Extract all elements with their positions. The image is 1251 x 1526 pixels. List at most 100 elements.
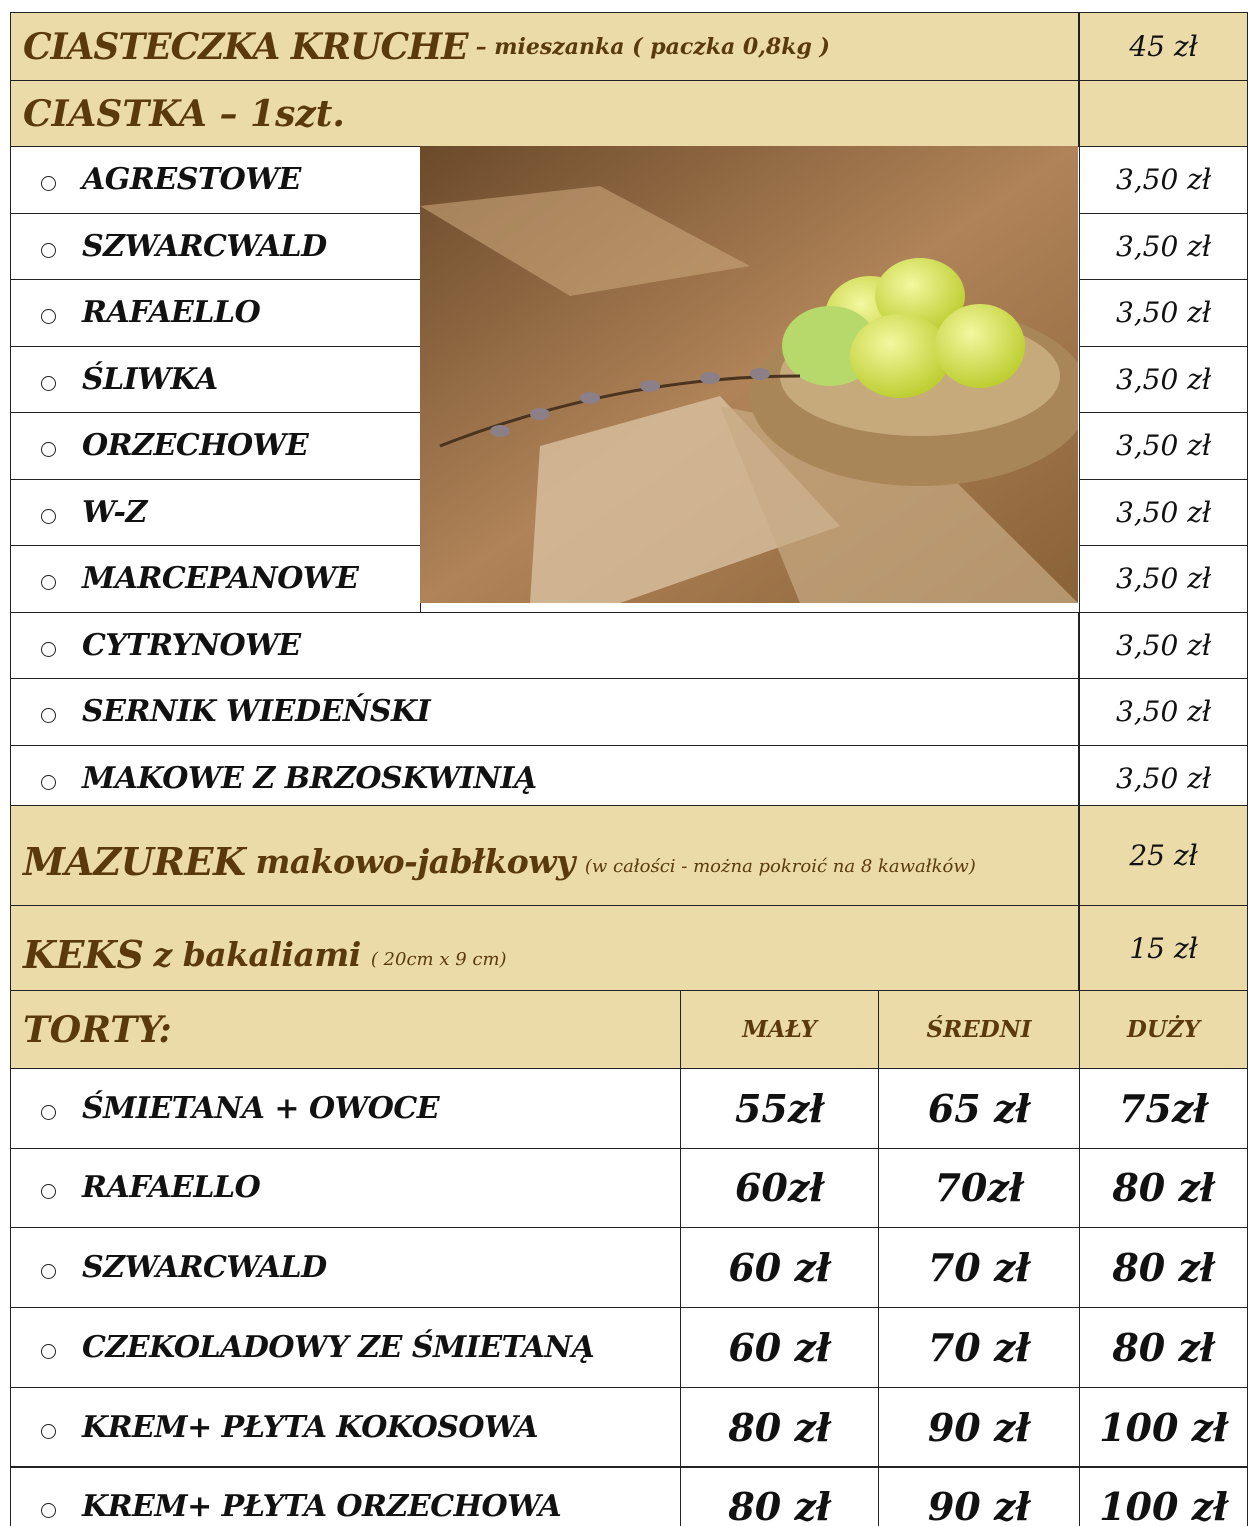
bullet xyxy=(41,642,56,657)
column-title: ŚREDNI xyxy=(927,1016,1032,1043)
price: 45 zł xyxy=(1129,30,1197,63)
price-cell: 3,50 zł xyxy=(1079,346,1248,414)
item-name: SZWARCWALD xyxy=(82,1250,327,1285)
item-name: ORZECHOWE xyxy=(82,428,308,463)
row: CIASTECZKA KRUCHE – mieszanka ( paczka 0,… xyxy=(10,12,1079,81)
price: 3,50 zł xyxy=(1116,163,1211,196)
item-name: ŚLIWKA xyxy=(82,362,218,397)
price: 80 zł xyxy=(1112,1325,1214,1370)
item-row: KREM+ PŁYTA ORZECHOWA xyxy=(10,1467,681,1526)
bullet xyxy=(41,1503,56,1518)
price-cell: 90 zł xyxy=(878,1387,1080,1468)
bullet xyxy=(41,376,56,391)
price-cell: 3,50 zł xyxy=(1079,545,1248,613)
price: 100 zł xyxy=(1099,1484,1228,1526)
price-cell: 3,50 zł xyxy=(1079,479,1248,547)
price: 75zł xyxy=(1119,1086,1208,1131)
price-cell: 70 zł xyxy=(878,1307,1080,1388)
price: 55zł xyxy=(735,1086,824,1131)
price: 3,50 zł xyxy=(1116,562,1211,595)
price-cell: 90 zł xyxy=(878,1467,1080,1526)
price-cell: 70 zł xyxy=(878,1227,1080,1308)
price-cell: 100 zł xyxy=(1079,1467,1248,1526)
price-cell: 100 zł xyxy=(1079,1387,1248,1468)
price-cell: 80 zł xyxy=(1079,1307,1248,1388)
subtitle: z bakaliami xyxy=(153,935,360,974)
column-header: DUŻY xyxy=(1079,990,1248,1069)
row: CIASTKA – 1szt. xyxy=(10,80,1079,147)
price-cell: 65 zł xyxy=(878,1068,1080,1149)
item-name: MARCEPANOWE xyxy=(82,561,358,596)
subtitle: makowo-jabłkowy xyxy=(256,842,575,881)
item-name: ŚMIETANA + OWOCE xyxy=(82,1091,439,1126)
item-name: SZWARCWALD xyxy=(82,229,327,264)
price: 15 zł xyxy=(1129,932,1197,965)
price-cell: 80 zł xyxy=(1079,1148,1248,1229)
item-row: W-Z xyxy=(10,479,421,547)
bullet xyxy=(41,309,56,324)
bullet xyxy=(41,775,56,790)
column-title: MAŁY xyxy=(742,1016,817,1043)
price: 90 zł xyxy=(928,1405,1030,1450)
bullet xyxy=(41,1184,56,1199)
price-cell: 45 zł xyxy=(1079,12,1248,81)
price-cell: 55zł xyxy=(680,1068,879,1149)
item-row: SERNIK WIEDEŃSKI xyxy=(10,678,1079,746)
item-name: CYTRYNOWE xyxy=(82,628,301,663)
price-cell: 70zł xyxy=(878,1148,1080,1229)
item-row: MARCEPANOWE xyxy=(10,545,421,613)
item-row: CZEKOLADOWY ZE ŚMIETANĄ xyxy=(10,1307,681,1388)
price: 3,50 zł xyxy=(1116,296,1211,329)
price-cell: 3,50 zł xyxy=(1079,612,1248,680)
bullet xyxy=(41,442,56,457)
price: 3,50 zł xyxy=(1116,629,1211,662)
row: TORTY: xyxy=(10,990,681,1069)
price-list: CIASTECZKA KRUCHE – mieszanka ( paczka 0,… xyxy=(0,0,1251,1526)
price-cell: 3,50 zł xyxy=(1079,412,1248,480)
item-row: CYTRYNOWE xyxy=(10,612,1079,680)
bullet xyxy=(41,509,56,524)
column-header: MAŁY xyxy=(680,990,879,1069)
price: 3,50 zł xyxy=(1116,429,1211,462)
bullet xyxy=(41,1344,56,1359)
item-row: AGRESTOWE xyxy=(10,146,421,214)
price: 80 zł xyxy=(1112,1165,1214,1210)
bullet xyxy=(41,708,56,723)
price-cell: 3,50 zł xyxy=(1079,146,1248,214)
empty-cell xyxy=(1079,80,1248,147)
title: MAZUREK xyxy=(23,839,246,884)
column-header: ŚREDNI xyxy=(878,990,1080,1069)
price: 70zł xyxy=(934,1165,1023,1210)
item-name: RAFAELLO xyxy=(82,1170,260,1205)
price: 60 zł xyxy=(728,1325,830,1370)
price: 60 zł xyxy=(728,1245,830,1290)
item-name: KREM+ PŁYTA KOKOSOWA xyxy=(82,1410,538,1445)
price-cell: 60 zł xyxy=(680,1227,879,1308)
price: 3,50 zł xyxy=(1116,496,1211,529)
price-cell: 60zł xyxy=(680,1148,879,1229)
bullet xyxy=(41,176,56,191)
item-name: W-Z xyxy=(82,495,147,530)
price: 80 zł xyxy=(728,1484,830,1526)
item-name: MAKOWE Z BRZOSKWINIĄ xyxy=(82,761,537,796)
bullet xyxy=(41,575,56,590)
item-row: SZWARCWALD xyxy=(10,1227,681,1308)
price: 60zł xyxy=(735,1165,824,1210)
bullet xyxy=(41,1105,56,1120)
item-row: ŚLIWKA xyxy=(10,346,421,414)
bullet xyxy=(41,243,56,258)
price-cell: 25 zł xyxy=(1079,805,1248,906)
price: 3,50 zł xyxy=(1116,230,1211,263)
bullet xyxy=(41,1424,56,1439)
price-cell: 80 zł xyxy=(680,1467,879,1526)
price-cell: 75zł xyxy=(1079,1068,1248,1149)
title: CIASTECZKA KRUCHE xyxy=(23,26,468,68)
easter-photo xyxy=(420,146,1078,603)
title: TORTY: xyxy=(23,1009,172,1051)
price-cell: 60 zł xyxy=(680,1307,879,1388)
subtitle: – mieszanka ( paczka 0,8kg ) xyxy=(476,34,830,60)
column-title: DUŻY xyxy=(1127,1016,1200,1043)
price: 3,50 zł xyxy=(1116,695,1211,728)
price-cell: 3,50 zł xyxy=(1079,279,1248,347)
